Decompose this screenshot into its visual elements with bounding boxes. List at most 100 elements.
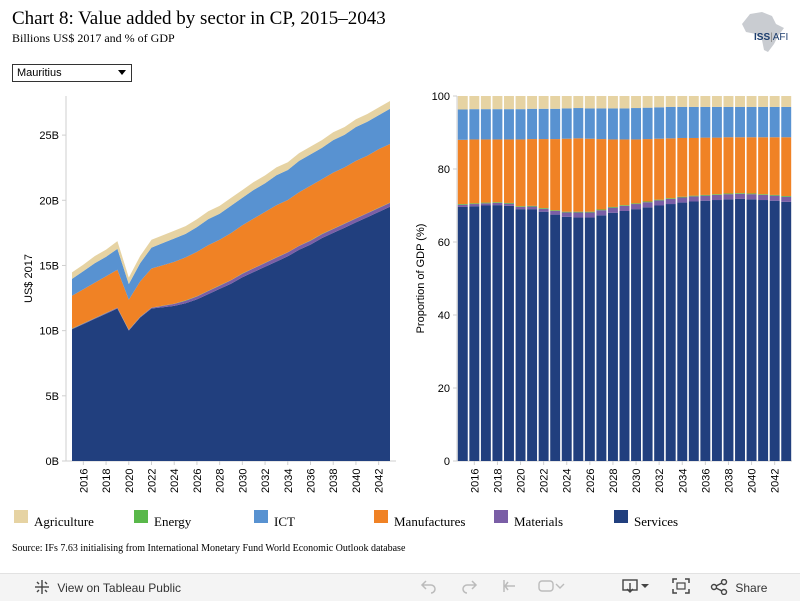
bar-services-2038	[723, 199, 734, 462]
right-y-tick-label: 100	[432, 91, 450, 103]
legend-swatch	[614, 510, 628, 523]
bar-agriculture-2016	[469, 96, 480, 110]
bar-manufactures-2040	[746, 137, 757, 194]
bar-agriculture-2027	[596, 96, 607, 109]
bar-materials-2017	[480, 203, 491, 206]
left-x-tick-label: 2030	[237, 469, 249, 493]
fullscreen-button[interactable]	[672, 578, 690, 598]
bar-agriculture-2038	[723, 96, 734, 107]
legend-label: Energy	[154, 514, 192, 529]
bar-manufactures-2038	[723, 137, 734, 194]
bar-energy-2023	[550, 210, 561, 211]
left-y-tick-label: 20B	[39, 195, 59, 207]
download-button[interactable]	[622, 578, 652, 598]
area-manufactures	[72, 144, 390, 330]
bar-energy-2032	[654, 199, 665, 201]
bar-energy-2017	[480, 202, 491, 204]
bar-ict-2017	[480, 109, 491, 140]
bar-services-2034	[677, 202, 688, 461]
bar-energy-2036	[700, 194, 711, 196]
bar-manufactures-2016	[469, 139, 480, 204]
bar-ict-2042	[769, 106, 780, 138]
bar-manufactures-2030	[631, 139, 642, 204]
bar-ict-2031	[642, 107, 653, 140]
bar-agriculture-2028	[607, 96, 618, 109]
left-y-tick-label: 15B	[39, 260, 59, 272]
bar-services-2040	[746, 199, 757, 462]
bar-energy-2042	[769, 194, 780, 196]
revert-button[interactable]	[500, 578, 518, 598]
bar-manufactures-2029	[619, 139, 630, 206]
bar-agriculture-2026	[584, 96, 595, 109]
bar-ict-2037	[711, 106, 722, 138]
right-x-tick-label: 2026	[585, 469, 597, 493]
bar-ict-2043	[781, 106, 792, 138]
logo-text: ISS|AFI	[754, 32, 789, 43]
bar-manufactures-2026	[584, 138, 595, 212]
right-x-tick-label: 2020	[516, 469, 528, 493]
left-x-tick-label: 2016	[78, 469, 90, 493]
redo-button[interactable]	[460, 578, 478, 598]
bar-materials-2029	[619, 205, 630, 211]
bar-services-2026	[584, 217, 595, 461]
left-x-tick-label: 2020	[124, 469, 136, 493]
bar-ict-2019	[504, 109, 514, 140]
bar-services-2017	[480, 205, 491, 461]
legend: Agriculture Energy ICT Manufactures Material…	[0, 509, 800, 529]
bar-manufactures-2033	[665, 138, 676, 199]
bar-agriculture-2030	[631, 96, 642, 109]
bar-manufactures-2037	[711, 137, 722, 195]
bar-energy-2021	[527, 205, 538, 207]
bar-manufactures-2043	[781, 137, 792, 197]
left-y-tick-label: 10B	[39, 326, 59, 338]
bar-services-2022	[538, 211, 549, 461]
bar-ict-2018	[492, 109, 503, 140]
bar-manufactures-2020	[515, 139, 526, 207]
view-on-tableau-button[interactable]: View on Tableau Public	[34, 578, 181, 598]
bar-materials-2032	[654, 200, 665, 206]
bar-energy-2029	[619, 205, 630, 206]
undo-button[interactable]	[420, 578, 438, 598]
bar-services-2036	[700, 200, 711, 461]
bar-manufactures-2027	[596, 139, 607, 210]
right-y-tick-label: 20	[438, 383, 450, 395]
right-y-axis-title: Proportion of GDP (%)	[415, 224, 427, 334]
left-x-tick-label: 2022	[147, 469, 159, 493]
bar-agriculture-2015	[457, 96, 468, 110]
country-select[interactable]: Mauritius	[12, 64, 132, 82]
bar-manufactures-2036	[700, 137, 711, 195]
bar-manufactures-2034	[677, 137, 688, 197]
legend-label: Manufactures	[394, 514, 466, 529]
bar-manufactures-2015	[457, 139, 468, 205]
bar-energy-2025	[573, 211, 584, 213]
bar-ict-2021	[527, 108, 538, 140]
redo-icon	[462, 580, 478, 594]
bar-energy-2041	[758, 194, 769, 195]
area-agriculture	[72, 101, 390, 285]
bar-services-2029	[619, 210, 630, 461]
bar-materials-2037	[711, 194, 722, 201]
share-button[interactable]: Share	[710, 578, 767, 598]
forward-button[interactable]	[538, 578, 566, 598]
bar-ict-2034	[677, 106, 688, 138]
legend-label: Services	[634, 514, 679, 529]
bar-materials-2038	[723, 194, 734, 200]
bar-materials-2043	[781, 196, 792, 202]
bar-materials-2026	[584, 212, 595, 218]
bar-materials-2036	[700, 195, 711, 201]
right-y-tick-label: 80	[438, 164, 450, 176]
bar-services-2032	[654, 205, 665, 461]
left-y-tick-label: 25B	[39, 130, 59, 142]
left-x-tick-label: 2040	[351, 469, 363, 493]
bar-agriculture-2031	[642, 96, 653, 108]
bar-agriculture-2041	[758, 96, 769, 107]
right-x-tick-label: 2016	[469, 469, 481, 493]
chart-subtitle: Billions US$ 2017 and % of GDP	[12, 31, 175, 45]
bar-materials-2022	[538, 208, 549, 212]
left-x-tick-label: 2026	[192, 469, 204, 493]
bar-materials-2031	[642, 202, 653, 208]
bar-services-2031	[642, 207, 653, 461]
bar-energy-2016	[469, 203, 480, 205]
bar-services-2037	[711, 200, 722, 461]
bar-services-2033	[665, 204, 676, 462]
